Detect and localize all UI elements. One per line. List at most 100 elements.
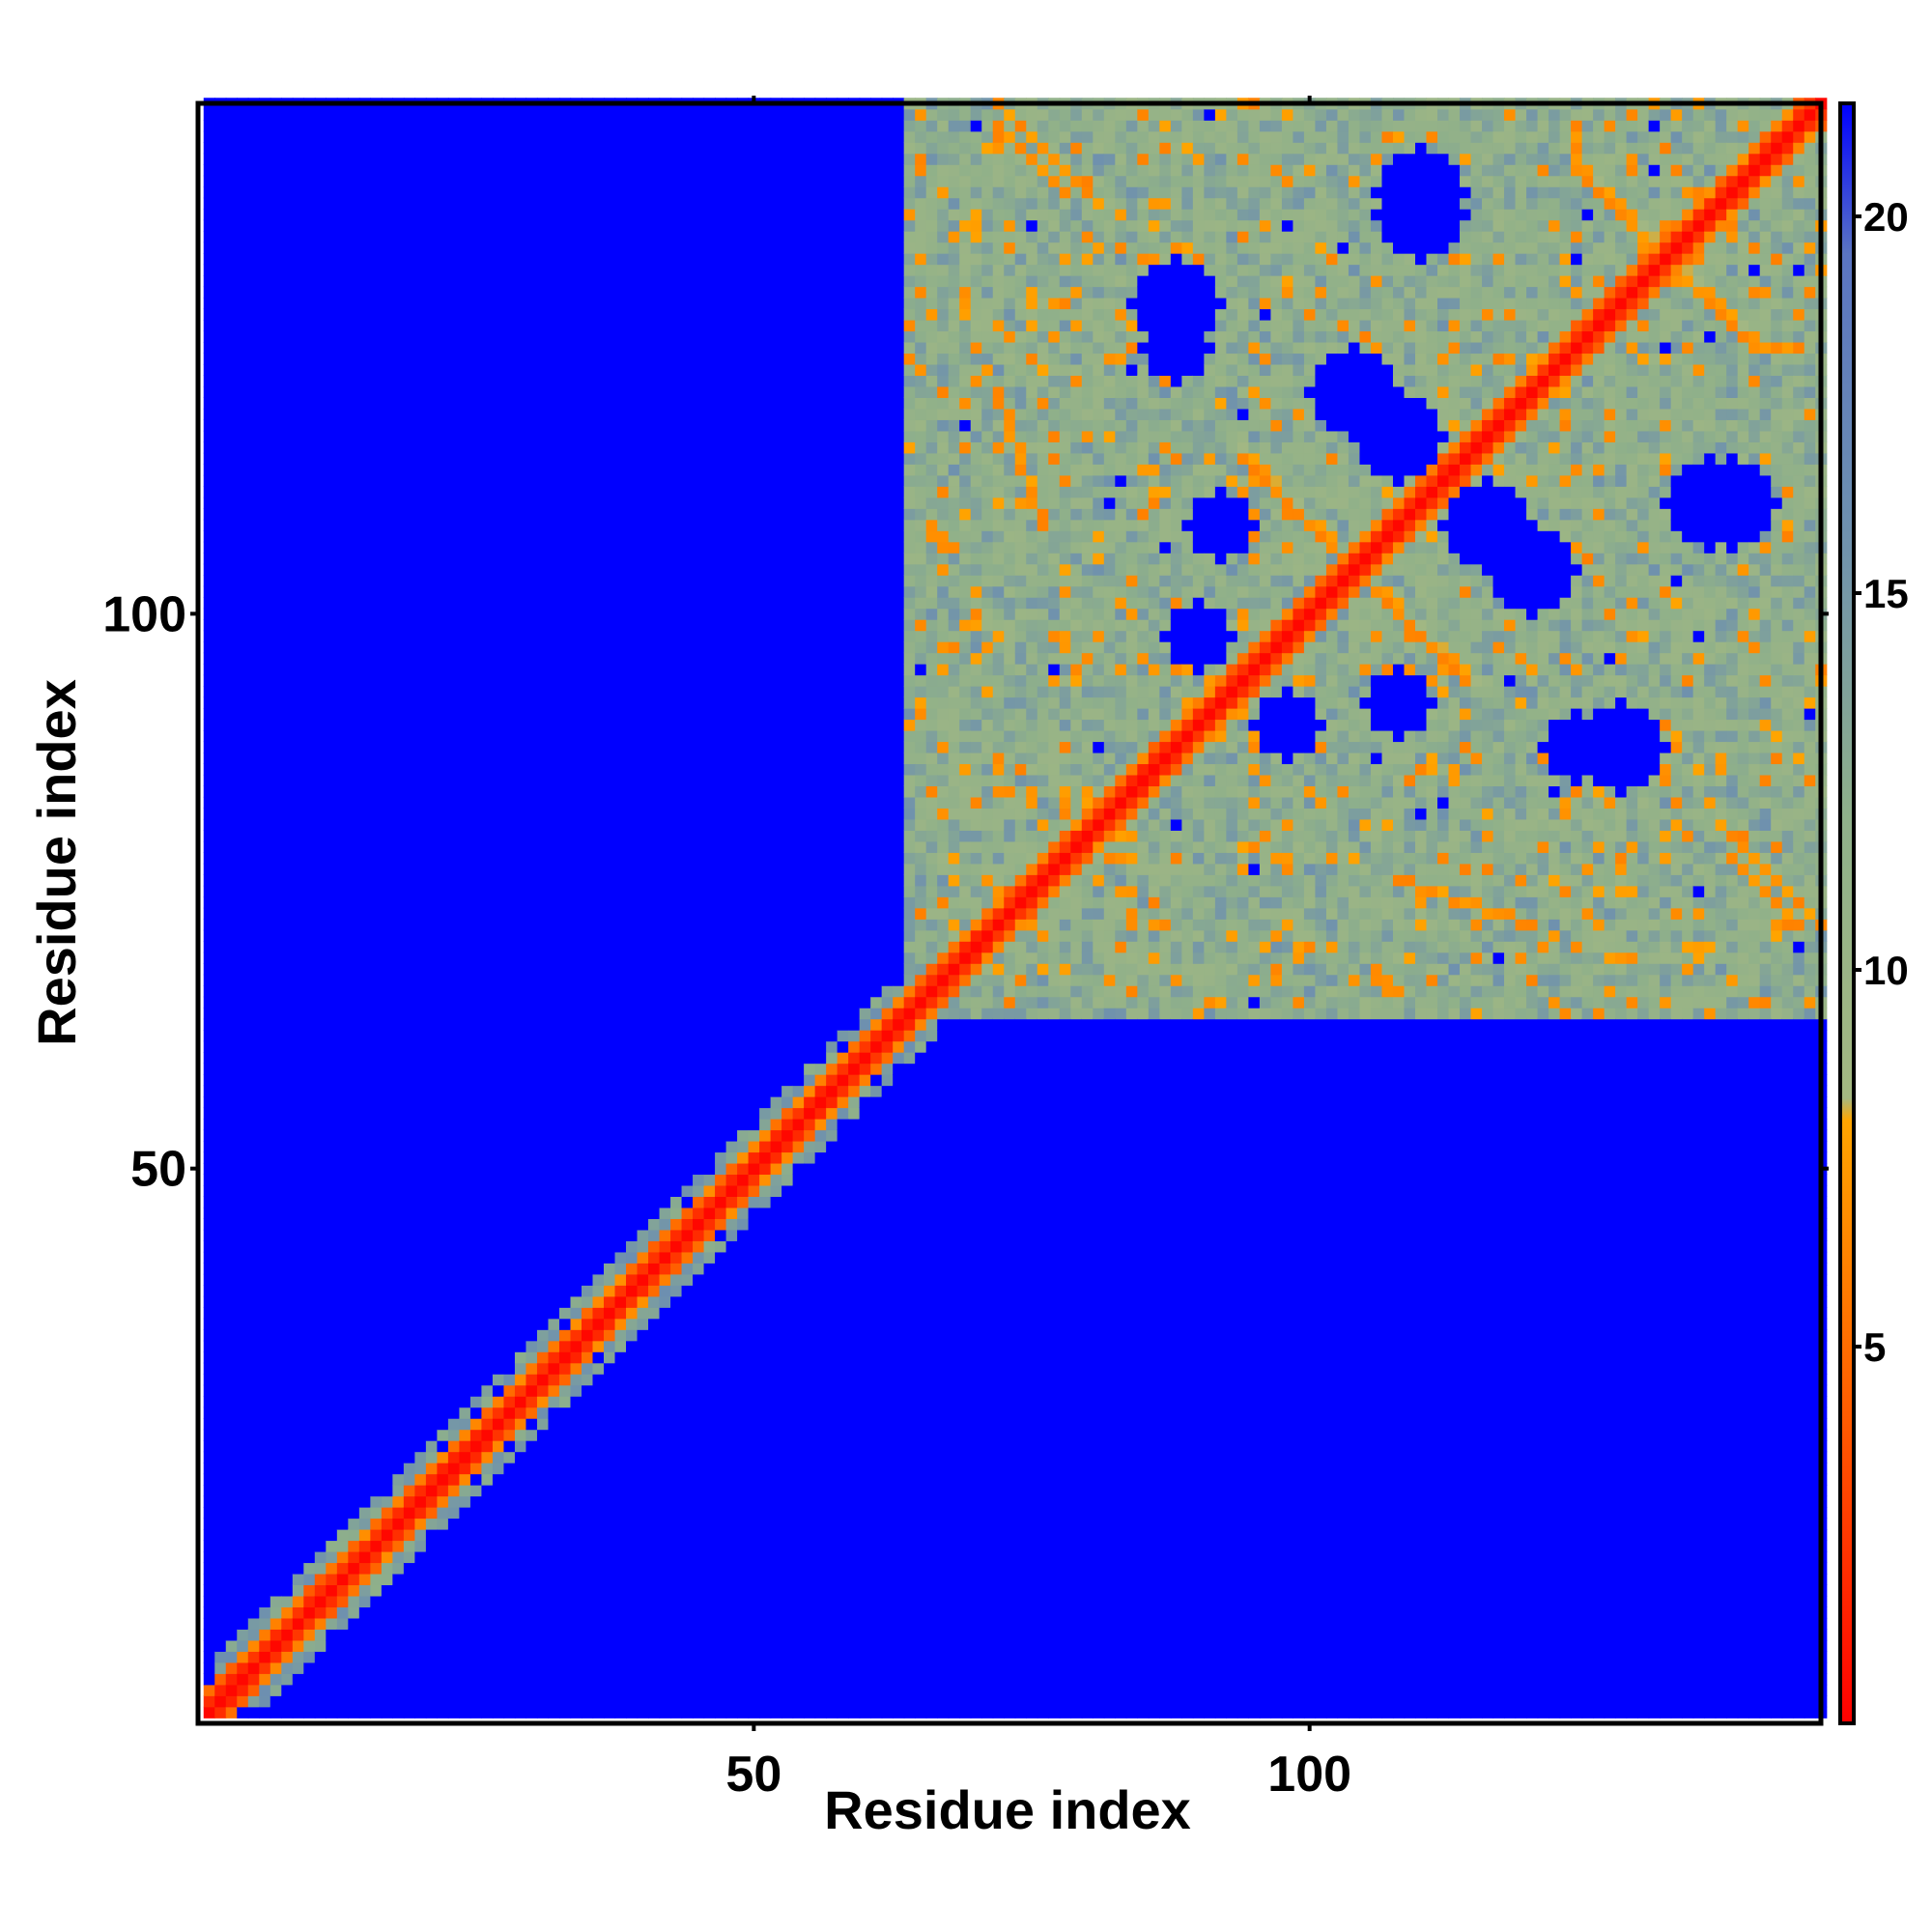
- heatmap-cell: [503, 974, 516, 986]
- heatmap-cell: [558, 231, 572, 243]
- heatmap-cell: [370, 1329, 383, 1342]
- heatmap-cell: [558, 840, 572, 853]
- heatmap-cell: [481, 708, 494, 721]
- heatmap-cell: [403, 741, 415, 753]
- heatmap-cell: [314, 1451, 327, 1463]
- heatmap-cell: [414, 1463, 427, 1475]
- heatmap-cell: [403, 231, 415, 243]
- heatmap-cell: [558, 385, 572, 398]
- heatmap-cell: [459, 419, 471, 432]
- heatmap-cell: [492, 108, 505, 121]
- heatmap-cell: [403, 275, 415, 288]
- heatmap-cell: [225, 985, 238, 998]
- heatmap-cell: [281, 674, 294, 687]
- heatmap-cell: [259, 1540, 271, 1552]
- heatmap-cell: [536, 1074, 550, 1087]
- heatmap-cell: [548, 330, 560, 343]
- heatmap-cell: [314, 341, 327, 355]
- heatmap-cell: [281, 929, 294, 942]
- heatmap-cell: [203, 197, 215, 210]
- heatmap-cell: [225, 919, 238, 931]
- heatmap-cell: [259, 985, 271, 998]
- heatmap-cell: [503, 375, 516, 387]
- heatmap-cell: [403, 375, 415, 387]
- heatmap-cell: [203, 1440, 215, 1453]
- heatmap-cell: [348, 630, 360, 642]
- heatmap-cell: [281, 1329, 294, 1342]
- heatmap-cell: [403, 1629, 415, 1641]
- heatmap-cell: [281, 1107, 294, 1120]
- heatmap-cell: [526, 652, 538, 665]
- heatmap-cell: [536, 1518, 550, 1530]
- heatmap-cell: [336, 286, 349, 298]
- heatmap-cell: [459, 830, 471, 842]
- heatmap-cell: [281, 1695, 294, 1708]
- heatmap-cell: [259, 929, 271, 942]
- heatmap-cell: [392, 1085, 405, 1097]
- heatmap-cell: [558, 419, 572, 432]
- heatmap-cell: [314, 508, 327, 521]
- heatmap-cell: [358, 1184, 371, 1197]
- heatmap-cell: [447, 619, 461, 632]
- heatmap-cell: [492, 1550, 505, 1564]
- heatmap-cell: [425, 952, 438, 964]
- heatmap-cell: [536, 1362, 550, 1375]
- heatmap-cell: [558, 541, 572, 554]
- heatmap-cell: [469, 1218, 483, 1231]
- heatmap-cell: [303, 441, 316, 454]
- heatmap-cell: [514, 752, 527, 765]
- heatmap-cell: [370, 1207, 383, 1219]
- heatmap-cell: [447, 1008, 461, 1020]
- heatmap-cell: [526, 242, 538, 254]
- heatmap-cell: [414, 1129, 427, 1142]
- heatmap-cell: [358, 1485, 371, 1497]
- heatmap-cell: [326, 774, 338, 787]
- heatmap-cell: [403, 1429, 415, 1441]
- heatmap-cell: [403, 729, 415, 743]
- heatmap-cell: [336, 585, 349, 598]
- heatmap-cell: [214, 1440, 227, 1453]
- heatmap-cell: [270, 108, 282, 121]
- heatmap-cell: [237, 130, 249, 143]
- heatmap-cell: [270, 1451, 282, 1463]
- heatmap-cell: [203, 474, 215, 487]
- heatmap-cell: [425, 1507, 438, 1520]
- heatmap-cell: [203, 1617, 215, 1630]
- heatmap-cell: [225, 1307, 238, 1320]
- heatmap-cell: [281, 1229, 294, 1241]
- heatmap-cell: [348, 1418, 360, 1431]
- heatmap-cell: [270, 219, 282, 232]
- heatmap-cell: [247, 452, 260, 465]
- heatmap-cell: [225, 1196, 238, 1208]
- heatmap-cell: [548, 1351, 560, 1364]
- heatmap-cell: [536, 1463, 550, 1475]
- heatmap-cell: [225, 729, 238, 743]
- heatmap-cell: [281, 796, 294, 809]
- heatmap-cell: [469, 1107, 483, 1120]
- heatmap-cell: [425, 452, 438, 465]
- heatmap-cell: [314, 242, 327, 254]
- heatmap-cell: [503, 1550, 516, 1564]
- heatmap-cell: [237, 142, 249, 155]
- heatmap-cell: [358, 1362, 371, 1375]
- heatmap-cell: [536, 796, 550, 809]
- heatmap-cell: [469, 219, 483, 232]
- heatmap-cell: [247, 996, 260, 1009]
- heatmap-cell: [437, 952, 449, 964]
- heatmap-cell: [292, 929, 304, 942]
- heatmap-cell: [326, 1706, 338, 1719]
- heatmap-cell: [469, 330, 483, 343]
- heatmap-cell: [459, 719, 471, 731]
- heatmap-cell: [481, 452, 494, 465]
- heatmap-cell: [381, 907, 393, 920]
- heatmap-cell: [459, 808, 471, 820]
- heatmap-cell: [570, 353, 582, 365]
- heatmap-cell: [403, 1396, 415, 1408]
- heatmap-cell: [370, 341, 383, 355]
- heatmap-cell: [237, 1595, 249, 1607]
- heatmap-cell: [536, 1695, 550, 1708]
- heatmap-cell: [548, 1540, 560, 1552]
- heatmap-cell: [326, 1162, 338, 1176]
- heatmap-cell: [303, 474, 316, 487]
- heatmap-cell: [348, 1706, 360, 1719]
